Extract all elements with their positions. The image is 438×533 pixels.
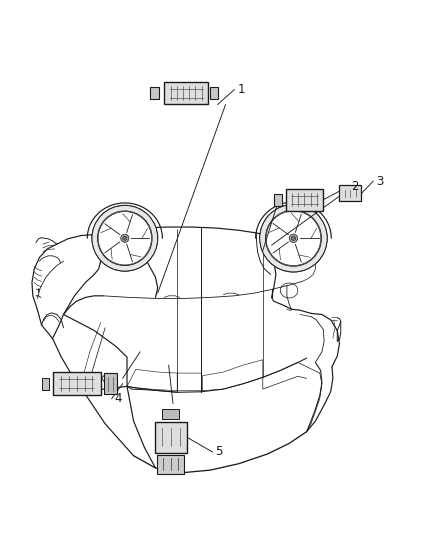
FancyBboxPatch shape	[274, 194, 282, 206]
Text: 1: 1	[237, 83, 245, 96]
FancyBboxPatch shape	[155, 422, 187, 453]
FancyBboxPatch shape	[286, 189, 323, 211]
FancyBboxPatch shape	[157, 455, 184, 473]
FancyBboxPatch shape	[339, 185, 361, 201]
FancyBboxPatch shape	[42, 378, 49, 390]
Text: 2: 2	[351, 180, 359, 193]
Circle shape	[260, 205, 327, 272]
FancyBboxPatch shape	[162, 409, 180, 419]
Circle shape	[98, 212, 152, 265]
FancyBboxPatch shape	[164, 82, 208, 104]
Circle shape	[291, 236, 296, 240]
Text: 3: 3	[376, 175, 384, 188]
FancyBboxPatch shape	[104, 374, 117, 394]
FancyBboxPatch shape	[210, 87, 218, 100]
Circle shape	[121, 234, 129, 243]
Circle shape	[92, 205, 158, 271]
Circle shape	[289, 234, 298, 243]
FancyBboxPatch shape	[53, 372, 101, 395]
FancyBboxPatch shape	[150, 87, 159, 100]
Text: 4: 4	[115, 392, 122, 405]
Circle shape	[266, 211, 321, 265]
Text: 5: 5	[215, 446, 223, 458]
Circle shape	[123, 236, 127, 240]
